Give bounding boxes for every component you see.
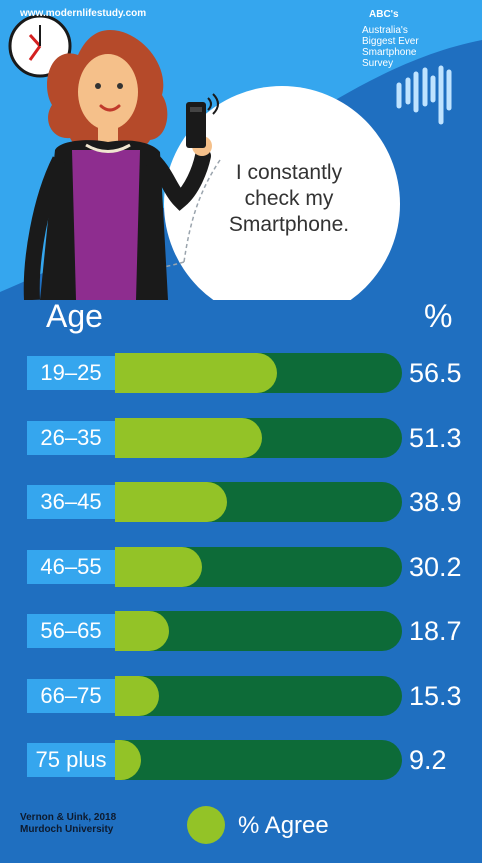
website-url: www.modernlifestudy.com bbox=[20, 8, 147, 19]
woman-illustration bbox=[23, 30, 212, 300]
bar-track bbox=[115, 740, 402, 780]
bar-fill bbox=[115, 611, 169, 651]
bar-track bbox=[115, 675, 402, 716]
quote-line: Smartphone. bbox=[228, 213, 350, 236]
value-label: 30.2 bbox=[409, 551, 462, 582]
source-line: Murdoch University bbox=[20, 824, 114, 835]
age-label: 56–65 bbox=[27, 614, 115, 648]
bar-track bbox=[115, 611, 402, 651]
abc-subtitle-line: Biggest Ever bbox=[362, 36, 419, 47]
quote-line: check my bbox=[244, 187, 334, 210]
bar-row: 75 plus 9.2 bbox=[0, 740, 482, 780]
value-label: 38.9 bbox=[409, 487, 462, 517]
bar-track bbox=[115, 482, 402, 522]
value-label: 15.3 bbox=[409, 680, 462, 711]
legend-swatch bbox=[187, 806, 225, 844]
quote-text: I constantly check my Smartphone. bbox=[214, 160, 364, 238]
hero-illustration bbox=[0, 0, 482, 300]
source-citation: Vernon & Uink, 2018 Murdoch University bbox=[20, 812, 116, 836]
bar-fill bbox=[115, 353, 278, 393]
smartphone-icon bbox=[186, 93, 219, 148]
abc-subtitle: Australia's Biggest Ever Smartphone Surv… bbox=[362, 25, 452, 69]
age-column-header: Age bbox=[46, 298, 103, 334]
age-label: 36–45 bbox=[27, 485, 115, 519]
bar-track bbox=[115, 417, 402, 458]
bar-fill bbox=[115, 482, 227, 522]
bar-fill bbox=[115, 546, 202, 587]
age-label: 75 plus bbox=[27, 743, 115, 777]
pct-column-header: % bbox=[424, 298, 453, 334]
bar-track bbox=[115, 353, 402, 393]
bar-row: 56–65 18.7 bbox=[0, 611, 482, 651]
bar-fill bbox=[115, 675, 159, 716]
value-label: 9.2 bbox=[409, 745, 447, 775]
age-label: 66–75 bbox=[27, 678, 115, 713]
bar-row: 46–55 30.2 bbox=[0, 546, 482, 587]
abc-subtitle-line: Survey bbox=[362, 58, 394, 69]
bar-row: 66–75 15.3 bbox=[0, 675, 482, 716]
age-label: 19–25 bbox=[27, 356, 115, 390]
age-label: 46–55 bbox=[27, 549, 115, 584]
abc-title: ABC's bbox=[369, 9, 399, 20]
bar-row: 19–25 56.5 bbox=[0, 353, 482, 393]
source-line: Vernon & Uink, 2018 bbox=[20, 812, 117, 823]
value-label: 51.3 bbox=[409, 422, 462, 453]
quote-line: I constantly bbox=[235, 161, 343, 184]
bar-fill bbox=[115, 740, 142, 780]
bar-row: 36–45 38.9 bbox=[0, 482, 482, 522]
legend-label: % Agree bbox=[238, 812, 329, 839]
bar-track bbox=[115, 546, 402, 587]
value-label: 18.7 bbox=[409, 616, 462, 646]
value-label: 56.5 bbox=[409, 358, 462, 388]
bar-row: 26–35 51.3 bbox=[0, 417, 482, 458]
abc-logo-icon bbox=[396, 65, 452, 125]
abc-subtitle-line: Australia's bbox=[362, 25, 408, 36]
abc-subtitle-line: Smartphone bbox=[362, 47, 417, 58]
bar-fill bbox=[115, 417, 263, 458]
age-label: 26–35 bbox=[27, 420, 115, 455]
